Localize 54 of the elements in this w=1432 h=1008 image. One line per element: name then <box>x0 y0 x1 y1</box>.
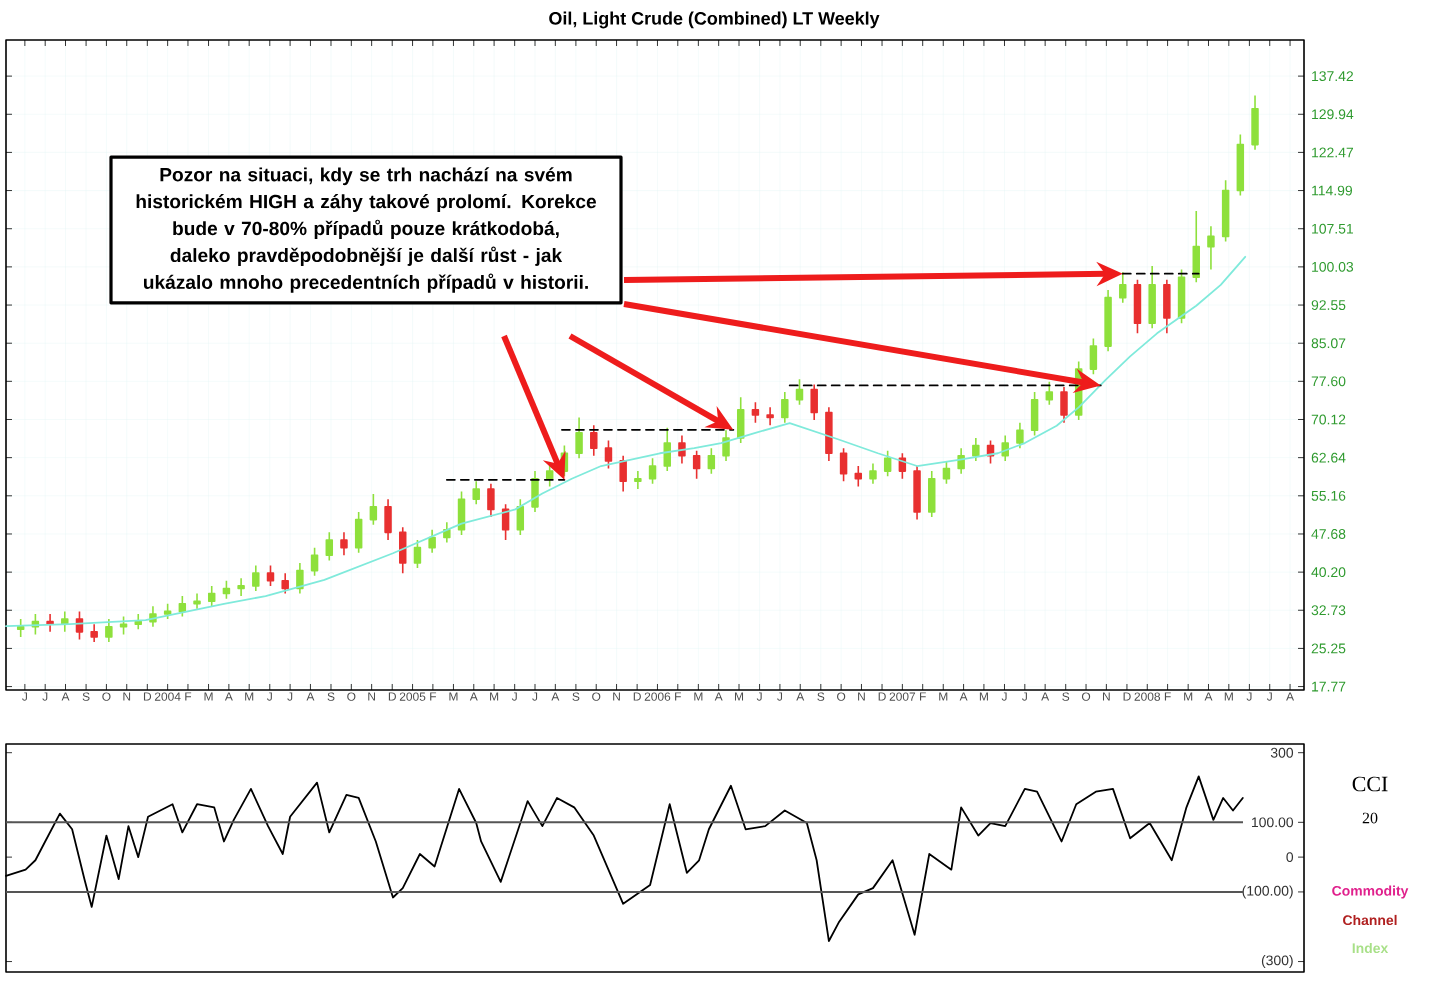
candlestick <box>119 615 128 636</box>
candlestick <box>825 406 833 462</box>
candlestick <box>972 437 980 462</box>
candlestick <box>810 383 818 421</box>
candlestick <box>1251 94 1259 151</box>
candlestick <box>648 457 657 485</box>
candlestick <box>443 521 451 544</box>
candlestick <box>928 470 936 518</box>
candlestick <box>325 531 334 562</box>
candlestick <box>296 562 304 595</box>
chart-title: Oil, Light Crude (Combined) LT Weekly <box>549 11 880 29</box>
candlestick <box>751 401 760 424</box>
candlestick <box>90 623 98 643</box>
candlestick <box>428 528 436 554</box>
candlestick <box>663 426 671 472</box>
candlestick <box>1119 271 1127 304</box>
candlestick <box>604 439 613 470</box>
candlestick <box>252 564 260 592</box>
candlestick <box>1016 421 1024 449</box>
candlestick <box>134 613 142 631</box>
annotation: Pozor na situaci, kdy se trh nachází na svém historickém HIGH a záhy takové prolomí. Korekce bude v 70-80% případů pouze krátkodobá, daleko pravděpodobnější je další růst - jak ukázalo mnoho precedentních případů v historii. <box>136 167 596 293</box>
candlestick <box>634 470 642 490</box>
candlestick <box>384 498 392 541</box>
candlestick <box>854 465 863 488</box>
candlestick <box>957 447 965 475</box>
candlestick <box>913 465 921 521</box>
candlestick <box>266 564 275 587</box>
candlestick <box>1148 265 1156 330</box>
candlestick <box>1060 386 1068 424</box>
candlestick <box>207 585 216 608</box>
candlestick <box>590 424 598 457</box>
candlestick <box>1163 278 1171 335</box>
candlestick <box>193 592 201 610</box>
candlestick <box>340 531 348 557</box>
candlestick <box>472 480 480 506</box>
candlestick <box>1207 225 1215 271</box>
candlestick <box>722 429 730 462</box>
candlestick <box>781 391 789 424</box>
candlestick <box>105 618 113 643</box>
candlestick <box>1001 434 1009 462</box>
candlestick <box>487 483 495 518</box>
candlestick <box>237 577 245 597</box>
candlestick <box>531 470 539 513</box>
candlestick <box>1192 210 1200 284</box>
candlestick <box>46 613 54 633</box>
candlestick <box>678 434 686 465</box>
candlestick <box>619 455 627 493</box>
candlestick <box>1104 289 1112 353</box>
candlestick <box>281 572 289 595</box>
candlestick <box>869 462 877 485</box>
text: CCI <box>1352 776 1388 792</box>
candlestick <box>61 610 69 633</box>
candlestick <box>575 416 583 460</box>
candlestick <box>766 406 774 426</box>
